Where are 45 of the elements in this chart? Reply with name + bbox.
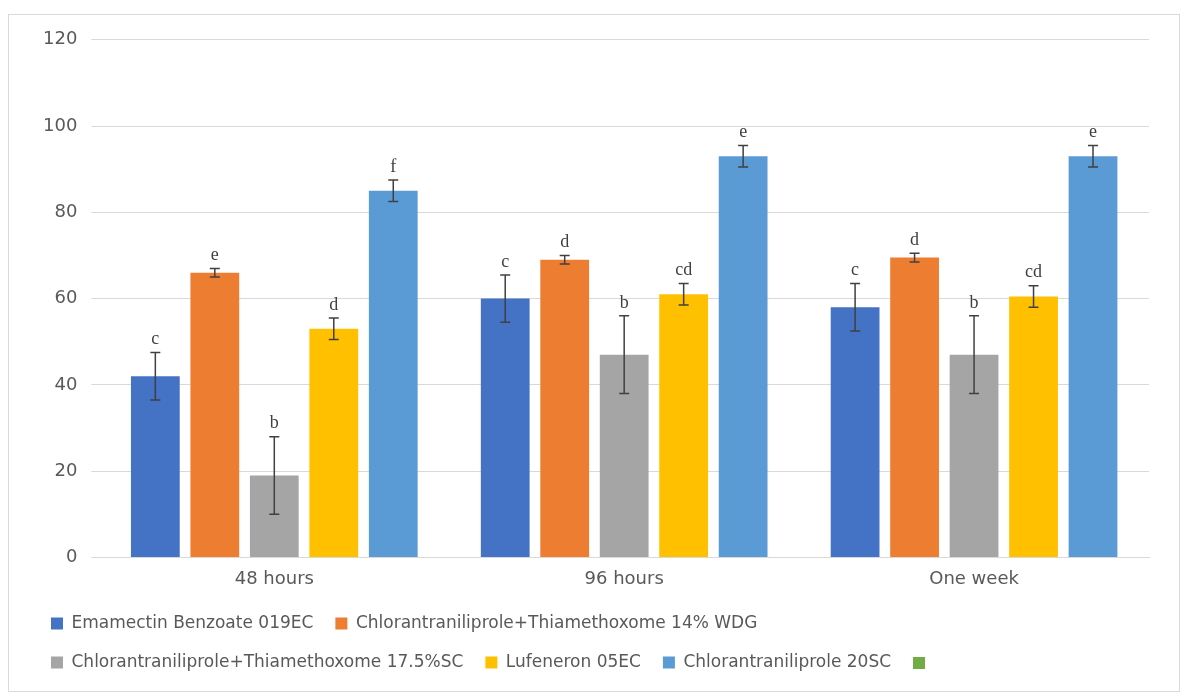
- y-tick-label: 20: [54, 458, 78, 480]
- y-tick-label: 100: [43, 113, 78, 135]
- y-tick-label: 40: [54, 372, 78, 394]
- data-label: d: [329, 293, 339, 314]
- y-tick-label: 80: [54, 200, 78, 222]
- legend-label: Lufeneron 05EC: [505, 650, 641, 671]
- y-tick-label: 0: [65, 545, 78, 567]
- data-label: c: [151, 328, 160, 349]
- bar: [368, 190, 418, 557]
- data-label: b: [619, 291, 629, 312]
- bar: [480, 298, 530, 557]
- bar: [540, 259, 590, 557]
- data-label: f: [390, 155, 397, 176]
- bar: [130, 376, 180, 557]
- data-label: e: [1089, 121, 1098, 142]
- x-tick-label: 96 hours: [584, 566, 664, 588]
- data-label: cd: [675, 259, 693, 280]
- bar: [1068, 156, 1118, 557]
- data-label: cd: [1025, 261, 1043, 282]
- data-label: e: [210, 244, 219, 265]
- data-label: c: [501, 250, 510, 271]
- y-tick-label: 120: [43, 27, 78, 49]
- bar: [309, 328, 359, 557]
- bar: [659, 294, 709, 557]
- bar: [949, 354, 999, 557]
- legend-label: Chlorantraniliprole+Thiamethoxome 14% WDG: [355, 611, 758, 632]
- bar: [599, 354, 649, 557]
- bar: [1009, 296, 1058, 557]
- data-label: b: [969, 291, 979, 312]
- bar: [249, 475, 299, 557]
- bar: [718, 156, 768, 557]
- data-label: e: [739, 121, 748, 142]
- x-tick-label: One week: [929, 566, 1020, 588]
- bar: [190, 272, 240, 557]
- y-tick-label: 60: [54, 286, 78, 308]
- legend-label: Emamectin Benzoate 019EC: [71, 611, 314, 632]
- data-label: d: [560, 231, 570, 252]
- legend-label: Chlorantraniliprole 20SC: [683, 650, 892, 671]
- bar: [890, 257, 939, 557]
- x-tick-label: 48 hours: [234, 566, 314, 588]
- data-label: d: [910, 229, 920, 250]
- data-label: c: [851, 259, 860, 280]
- bar: [830, 307, 880, 557]
- data-label: b: [269, 412, 279, 433]
- legend-label: Chlorantraniliprole+Thiamethoxome 17.5%SC: [71, 650, 464, 671]
